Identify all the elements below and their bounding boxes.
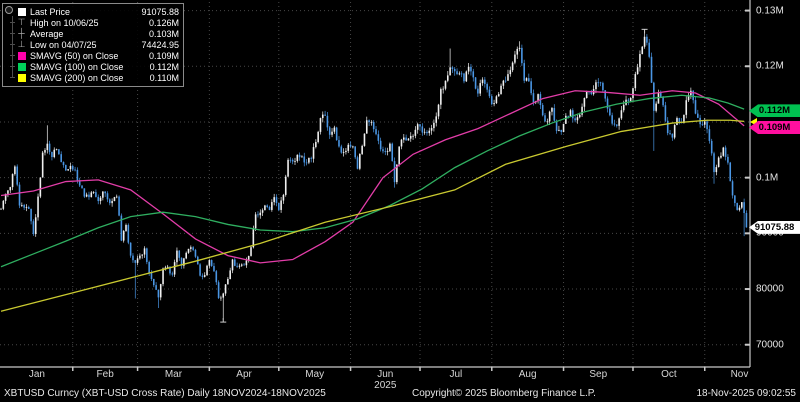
x-axis-label-mar: Mar (164, 369, 183, 380)
swatch-icon (15, 73, 28, 82)
legend-row[interactable]: SMAVG (200) on Close 0.110M (7, 72, 179, 83)
price-badge-0.109M: 0.109M (749, 121, 800, 135)
legend-row[interactable]: SMAVG (50) on Close 0.109M (7, 50, 179, 61)
timestamp: 18-Nov-2025 09:02:55 (696, 388, 796, 399)
legend-row[interactable]: ⊥ Low on 04/07/25 74424.95 (7, 39, 179, 50)
x-axis-label-nov: Nov (730, 369, 749, 380)
legend-row[interactable]: Last Price 91075.88 (7, 6, 179, 17)
legend-value: 0.110M (149, 72, 179, 83)
legend-label: Last Price (30, 6, 71, 17)
legend-row[interactable]: ┼ Average 0.103M (7, 28, 179, 39)
last-price-square-icon (15, 7, 28, 16)
legend-label: High on 10/06/25 (30, 17, 99, 28)
x-axis-label-may: May (305, 369, 325, 380)
legend-drag-handle-icon[interactable] (5, 6, 13, 14)
legend-row[interactable]: SMAVG (100) on Close 0.112M (7, 61, 179, 72)
legend-label: SMAVG (100) on Close (30, 61, 124, 72)
legend-value: 74424.95 (141, 39, 179, 50)
x-axis-year-label: 2025 (374, 380, 397, 391)
y-axis-tick-80000: 80000 (756, 283, 784, 295)
x-axis-label-feb: Feb (96, 369, 114, 380)
y-axis-tick-70000: 70000 (756, 339, 784, 351)
low-marker-icon: ⊥ (17, 39, 26, 49)
x-axis-label-oct: Oct (661, 369, 677, 380)
swatch-icon (15, 51, 28, 60)
y-axis-tick-0.1M: 0.1M (756, 172, 779, 184)
y-axis-tick-0.13M: 0.13M (756, 5, 784, 17)
x-axis-label-apr: Apr (236, 369, 252, 380)
legend-row[interactable]: ⊤ High on 10/06/25 0.126M (7, 17, 179, 28)
chart-legend[interactable]: Last Price 91075.88 ⊤ High on 10/06/25 0.126… (2, 3, 184, 87)
high-marker-icon: ⊤ (17, 17, 26, 27)
legend-label: SMAVG (50) on Close (30, 50, 119, 61)
copyright-notice: Copyright© 2025 Bloomberg Finance L.P. (412, 388, 596, 399)
legend-tree-connector (12, 16, 13, 78)
legend-value: 0.126M (148, 17, 179, 28)
legend-value: 91075.88 (141, 6, 179, 17)
legend-value: 0.112M (149, 61, 179, 72)
legend-label: Low on 04/07/25 (30, 39, 97, 50)
legend-label: SMAVG (200) on Close (30, 72, 124, 83)
average-marker-icon: ┼ (18, 28, 25, 38)
price-badge-0.112M: 0.112M (749, 104, 800, 118)
legend-value: 0.103M (148, 28, 179, 39)
high-low-markers (220, 28, 648, 323)
legend-value: 0.109M (148, 50, 179, 61)
candlesticks (0, 31, 748, 321)
x-axis-label-jan: Jan (28, 369, 45, 380)
swatch-icon (15, 62, 28, 71)
x-axis-label-sep: Sep (589, 369, 608, 380)
legend-label: Average (30, 28, 64, 39)
moving-average-lines (0, 90, 757, 312)
security-description: XBTUSD Curncy (XBT-USD Cross Rate) Daily… (4, 388, 326, 399)
x-axis-label-aug: Aug (518, 369, 537, 380)
price-badge-91075.88: 91075.88 (749, 220, 800, 234)
x-axis-label-jun: Jun (377, 369, 394, 380)
y-axis-tick-0.12M: 0.12M (756, 60, 784, 72)
axis-lines-and-ticks (0, 0, 751, 371)
x-axis-label-jul: Jul (449, 369, 463, 380)
